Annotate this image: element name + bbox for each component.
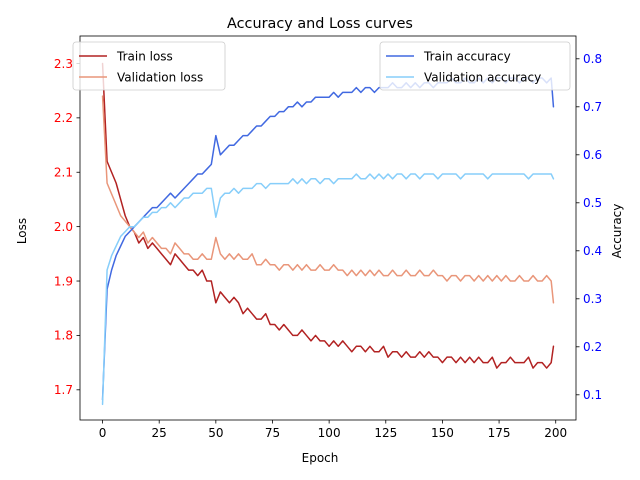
x-tick-label: 100 xyxy=(318,426,341,440)
y-axis-left-label: Loss xyxy=(15,218,29,244)
legend-layer: Train loss Validation loss Train accuracy V… xyxy=(72,41,571,91)
y-right-tick-label: 0.5 xyxy=(583,196,602,210)
axes-layer: 0 25 50 75 100 125 150 175 200 1.7 1.8 1.9 2.0 2.1 2.2… xyxy=(54,35,602,440)
y-right-tick-label: 0.7 xyxy=(583,100,602,114)
y-right-tick-label: 0.4 xyxy=(583,244,602,258)
y-left-tick-label: 2.2 xyxy=(54,111,73,125)
series-line-validation-loss xyxy=(101,95,555,304)
x-tick-label: 200 xyxy=(544,426,567,440)
x-tick-label: 25 xyxy=(152,426,167,440)
y-left-tick-label: 2.0 xyxy=(54,220,73,234)
x-tick-label: 0 xyxy=(99,426,107,440)
x-tick-label: 175 xyxy=(488,426,511,440)
y-left-tick-label: 1.9 xyxy=(54,274,73,288)
x-tick-label: 150 xyxy=(431,426,454,440)
y-left-tick-label: 2.3 xyxy=(54,57,73,71)
y-right-tick-label: 0.3 xyxy=(583,292,602,306)
y-right-tick-label: 0.2 xyxy=(583,340,602,354)
y-left-tick-label: 2.1 xyxy=(54,166,73,180)
x-tick-label: 50 xyxy=(208,426,223,440)
legend-left-label: Train loss xyxy=(116,49,173,63)
legend-right-label: Validation accuracy xyxy=(424,70,541,84)
y-left-tick-label: 1.7 xyxy=(54,383,73,397)
legend-right-label: Train accuracy xyxy=(423,49,511,63)
series-line-validation-accuracy xyxy=(101,173,555,406)
x-tick-label: 125 xyxy=(374,426,397,440)
y-right-tick-label: 0.8 xyxy=(583,52,602,66)
y-right-tick-label: 0.1 xyxy=(583,388,602,402)
y-left-tick-label: 1.8 xyxy=(54,329,73,343)
plot-frame xyxy=(79,35,577,421)
legend-right-box xyxy=(379,41,571,91)
y-axis-right-label: Accuracy xyxy=(610,204,624,259)
legend-left-label: Validation loss xyxy=(117,70,203,84)
chart-title: Accuracy and Loss curves xyxy=(227,16,413,32)
x-axis-label: Epoch xyxy=(302,451,339,465)
legend-left-box xyxy=(72,41,226,91)
y-right-tick-label: 0.6 xyxy=(583,148,602,162)
series-line-train-loss xyxy=(101,62,555,369)
x-tick-label: 75 xyxy=(265,426,280,440)
